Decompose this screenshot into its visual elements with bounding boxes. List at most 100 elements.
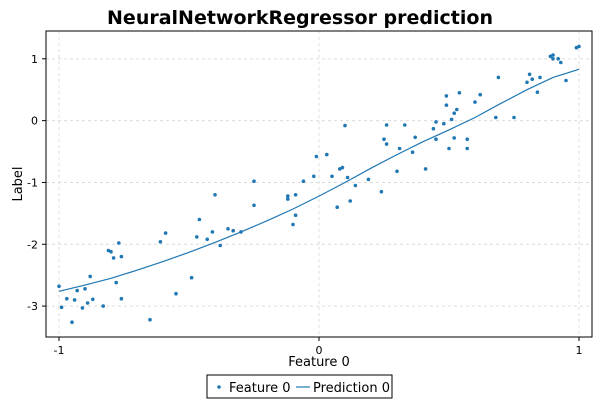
scatter-point — [535, 90, 540, 94]
x-tick-label: 1 — [576, 344, 583, 357]
scatter-point — [111, 256, 116, 260]
scatter-point — [382, 137, 386, 141]
scatter-point — [286, 194, 290, 198]
scatter-point — [449, 117, 454, 122]
scatter-point — [465, 137, 470, 141]
legend-marker-feature-0 — [217, 385, 221, 389]
scatter-point — [197, 217, 202, 222]
scatter-point — [59, 305, 64, 310]
scatter-point — [397, 146, 402, 151]
scatter-point — [114, 280, 118, 285]
scatter-point — [205, 237, 209, 242]
y-tick-label: -2 — [27, 238, 38, 251]
scatter-point — [312, 174, 316, 179]
scatter-point — [88, 274, 92, 279]
scatter-point — [455, 107, 459, 112]
scatter-point — [210, 230, 215, 234]
scatter-point — [189, 275, 194, 280]
scatter-point — [109, 249, 113, 254]
scatter-point — [473, 100, 477, 104]
scatter-point — [213, 193, 217, 197]
scatter-point — [444, 94, 449, 98]
scatter-point — [444, 103, 449, 107]
scatter-point — [325, 152, 329, 157]
scatter-point — [83, 287, 87, 291]
scatter-point — [101, 304, 105, 308]
scatter-point — [353, 183, 358, 188]
scatter-point — [286, 197, 290, 201]
x-axis-label: Feature 0 — [288, 355, 350, 370]
y-tick-label: -3 — [27, 300, 38, 313]
scatter-point — [293, 213, 298, 217]
scatter-point — [293, 193, 298, 197]
scatter-point — [195, 235, 199, 239]
scatter-point — [496, 75, 501, 80]
scatter-point — [452, 136, 457, 140]
scatter-point — [434, 137, 438, 141]
scatter-point — [314, 154, 319, 159]
scatter-point — [291, 222, 295, 227]
scatter-point — [218, 243, 222, 248]
grid-lines — [46, 31, 592, 337]
scatter-point — [384, 123, 389, 127]
scatter-point — [431, 126, 436, 131]
scatter-point — [530, 77, 534, 81]
scatter-point — [556, 57, 560, 61]
scatter-point — [457, 91, 462, 95]
scatter-point — [345, 175, 350, 180]
scatter-point — [447, 146, 451, 151]
scatter-point — [538, 75, 542, 80]
scatter-point — [226, 227, 230, 231]
scatter-point — [379, 189, 384, 194]
scatter-point — [348, 199, 353, 203]
scatter-point — [252, 203, 256, 208]
scatter-point — [57, 284, 61, 289]
scatter-point — [551, 57, 555, 61]
chart-title: NeuralNetworkRegressor prediction — [107, 7, 493, 29]
scatter-point — [525, 80, 529, 85]
y-tick-label: 1 — [31, 53, 38, 66]
scatter-point — [70, 320, 74, 325]
scatter-point — [564, 78, 568, 83]
scatter-point — [577, 44, 581, 49]
scatter-point — [85, 301, 90, 305]
scatter-point — [559, 60, 563, 65]
scatter-point — [163, 231, 168, 235]
scatter-point — [72, 298, 77, 302]
scatter-point — [410, 150, 415, 154]
scatter-point — [423, 167, 428, 171]
x-axis-ticks: -1 0 1 — [54, 337, 583, 357]
prediction-line — [58, 68, 580, 292]
scatter-point — [442, 121, 446, 126]
series-layer — [57, 44, 581, 325]
scatter-point — [91, 297, 95, 302]
x-tick-label: 0 — [316, 344, 323, 357]
scatter-point — [231, 228, 235, 233]
y-tick-label: 0 — [31, 115, 38, 128]
scatter-point — [335, 205, 340, 209]
scatter-point — [551, 53, 555, 57]
scatter-point — [384, 142, 389, 146]
scatter-point — [494, 115, 498, 120]
scatter-point — [343, 123, 347, 128]
scatter-point — [527, 72, 532, 77]
scatter-point — [512, 115, 516, 120]
scatter-point — [158, 240, 163, 244]
legend: Feature 0 Prediction 0 — [206, 374, 393, 399]
scatter-point — [465, 146, 470, 151]
legend-label-feature-0: Feature 0 — [229, 381, 291, 396]
scatter-point — [395, 169, 399, 174]
scatter-point — [75, 288, 79, 293]
scatter-point — [301, 179, 306, 183]
scatter-point — [119, 296, 124, 301]
y-axis-label: Label — [11, 166, 26, 201]
scatter-point — [340, 165, 345, 170]
scatter-point — [452, 111, 457, 115]
scatter-point — [65, 296, 69, 301]
scatter-point — [174, 291, 178, 296]
scatter-point — [119, 254, 124, 259]
scatter-point — [252, 179, 256, 183]
scatter-point — [434, 120, 438, 124]
legend-label-prediction-0: Prediction 0 — [313, 381, 390, 396]
